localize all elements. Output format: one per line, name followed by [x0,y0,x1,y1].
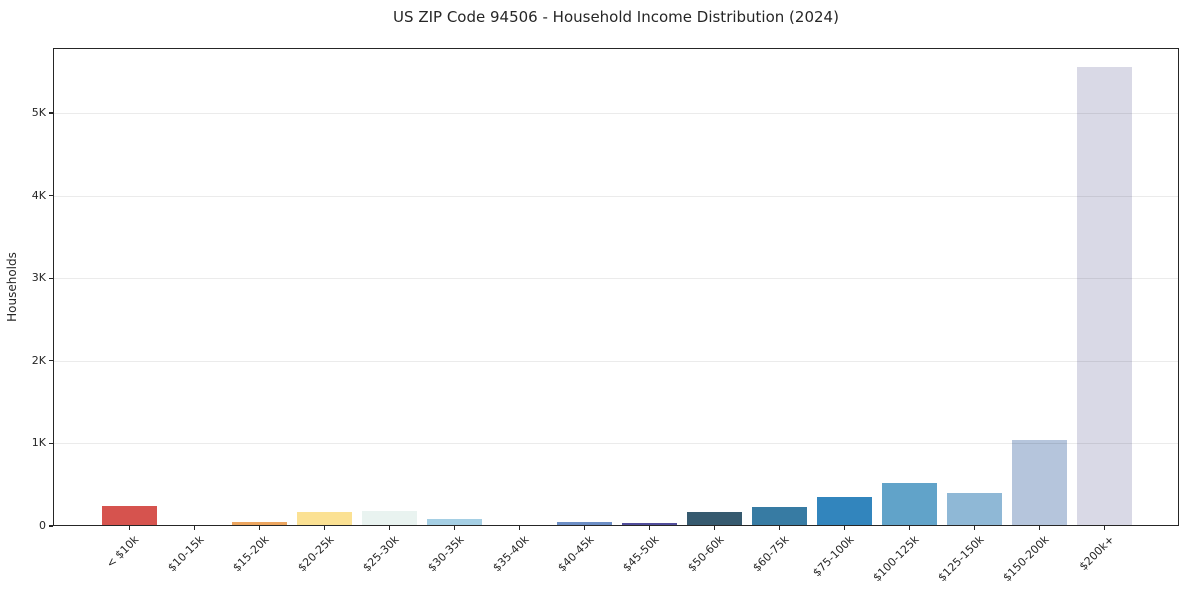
x-tick-label: $200k+ [1076,533,1117,574]
bar-$20-25k [297,511,352,526]
bar-$150-200k [1012,440,1067,526]
x-tick-label: $10-15k [165,533,207,575]
x-tick-label: $125-150k [935,533,987,585]
x-tick-mark [778,526,781,530]
bar-$40-45k [557,521,612,526]
y-tick-label: 1K [31,436,46,450]
x-tick-mark [1038,526,1041,530]
x-tick-label: $60-75k [750,533,792,575]
x-tick-label: $15-20k [230,533,272,575]
bar-$30-35k [427,518,482,526]
x-tick-mark [453,526,456,530]
x-tick-label: $40-45k [555,533,597,575]
bar-$200k+ [1077,67,1132,526]
x-tick-label: $50-60k [685,533,727,575]
x-tick-mark [908,526,911,530]
x-tick-mark [128,526,131,530]
x-tick-label: $20-25k [295,533,337,575]
x-tick-label: < $10k [104,533,142,571]
gridline [54,443,1178,445]
bar-$15-20k [232,522,287,526]
y-tick-label: 4K [31,188,46,202]
x-tick-label: $30-35k [425,533,467,575]
y-tick-mark [49,112,53,114]
x-tick-mark [193,526,196,530]
gridline [54,195,1178,197]
bar-$60-75k [752,506,807,526]
x-tick-mark [323,526,326,530]
x-tick-mark [583,526,586,530]
y-tick-label: 0 [39,519,46,532]
x-tick-label: $100-125k [870,533,922,585]
bar-$125-150k [947,492,1002,526]
x-tick-mark [973,526,976,530]
x-tick-label: $150-200k [1000,533,1052,585]
plot-border [53,48,1179,526]
gridline [54,112,1178,114]
chart-title: US ZIP Code 94506 - Household Income Dis… [393,8,839,26]
x-tick-label: $35-40k [490,533,532,575]
x-tick-mark [518,526,521,530]
y-tick-label: 2K [31,353,46,367]
x-tick-mark [258,526,261,530]
gridline [54,360,1178,362]
y-axis-label: Households [5,252,19,322]
bar-< $10k [102,505,157,526]
y-tick-label: 5K [31,105,46,119]
x-tick-mark [1103,526,1106,530]
bar-$45-50k [622,523,677,526]
y-tick-mark [49,277,53,279]
x-tick-mark [388,526,391,530]
x-tick-mark [713,526,716,530]
y-tick-mark [49,194,53,197]
y-tick-mark [49,360,53,362]
x-tick-label: $25-30k [360,533,402,575]
y-tick-mark [49,525,53,527]
gridline [54,278,1178,280]
x-tick-mark [648,526,651,530]
y-tick-mark [49,442,53,444]
y-tick-label: 3K [31,271,46,285]
bar-$100-125k [882,483,937,526]
x-tick-mark [843,526,846,530]
x-tick-label: $75-100k [810,533,857,580]
x-tick-label: $45-50k [620,533,662,575]
bar-$25-30k [362,510,417,526]
bar-$75-100k [817,497,872,526]
bar-$50-60k [687,511,742,526]
